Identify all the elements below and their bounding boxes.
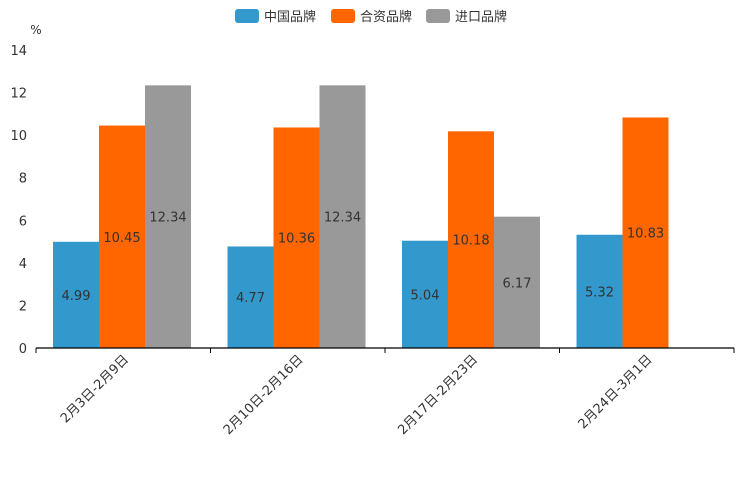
bars bbox=[53, 85, 669, 349]
legend-swatch-3 bbox=[426, 9, 450, 23]
bar-2-1 bbox=[99, 125, 145, 348]
data-labels: 4.99 10.45 12.34 4.77 10.36 12.34 5.04 10.18 6.1… bbox=[62, 211, 665, 307]
bar-3-1 bbox=[145, 85, 191, 348]
data-label-1-2: 4.77 bbox=[236, 291, 265, 306]
x-tick-label: 2月17日-2月23日 bbox=[395, 352, 481, 438]
y-axis: 0 2 4 6 8 10 12 14 bbox=[10, 44, 27, 357]
data-label-2-2: 10.36 bbox=[278, 232, 315, 247]
legend: 中国品牌 合资品牌 进口品牌 bbox=[235, 9, 507, 25]
x-tick-label: 2月10日-2月16日 bbox=[221, 352, 307, 438]
x-tick-label: 2月3日-2月9日 bbox=[58, 352, 132, 426]
y-tick-label: 0 bbox=[19, 342, 27, 357]
legend-swatch-2 bbox=[331, 9, 355, 23]
bar-1-4 bbox=[576, 234, 623, 348]
legend-swatch-1 bbox=[235, 9, 259, 23]
y-tick-label: 2 bbox=[19, 299, 27, 314]
y-tick-label: 10 bbox=[10, 129, 27, 144]
y-tick-label: 12 bbox=[10, 87, 27, 102]
legend-label-1: 中国品牌 bbox=[264, 9, 316, 25]
y-tick-label: 14 bbox=[10, 44, 27, 59]
data-label-2-1: 10.45 bbox=[103, 231, 140, 246]
legend-label-3: 进口品牌 bbox=[455, 9, 507, 25]
data-label-1-1: 4.99 bbox=[62, 289, 91, 304]
data-label-1-3: 5.04 bbox=[411, 288, 440, 303]
bar-2-4 bbox=[622, 117, 669, 349]
x-axis: 2月3日-2月9日 2月10日-2月16日 2月17日-2月23日 2月24日-3月1… bbox=[35, 347, 735, 438]
bar-1-1 bbox=[53, 241, 99, 348]
x-tick-label: 2月24日-3月1日 bbox=[576, 352, 656, 432]
data-label-3-2: 12.34 bbox=[324, 211, 361, 226]
data-label-3-1: 12.34 bbox=[149, 211, 186, 226]
bar-1-2 bbox=[227, 246, 274, 348]
bar-3-3 bbox=[494, 216, 540, 348]
data-label-2-3: 10.18 bbox=[452, 234, 489, 249]
y-tick-label: 4 bbox=[19, 257, 27, 272]
data-label-2-4: 10.83 bbox=[627, 227, 664, 242]
y-axis-unit-label: % bbox=[30, 23, 41, 37]
data-label-3-3: 6.17 bbox=[503, 276, 532, 291]
data-label-1-4: 5.32 bbox=[585, 285, 614, 300]
bar-2-2 bbox=[273, 127, 320, 348]
bar-3-2 bbox=[319, 85, 366, 348]
y-tick-label: 6 bbox=[19, 214, 27, 229]
bar-1-3 bbox=[402, 240, 448, 348]
legend-label-2: 合资品牌 bbox=[360, 9, 412, 25]
y-tick-label: 8 bbox=[19, 172, 27, 187]
bar-2-3 bbox=[448, 131, 494, 348]
